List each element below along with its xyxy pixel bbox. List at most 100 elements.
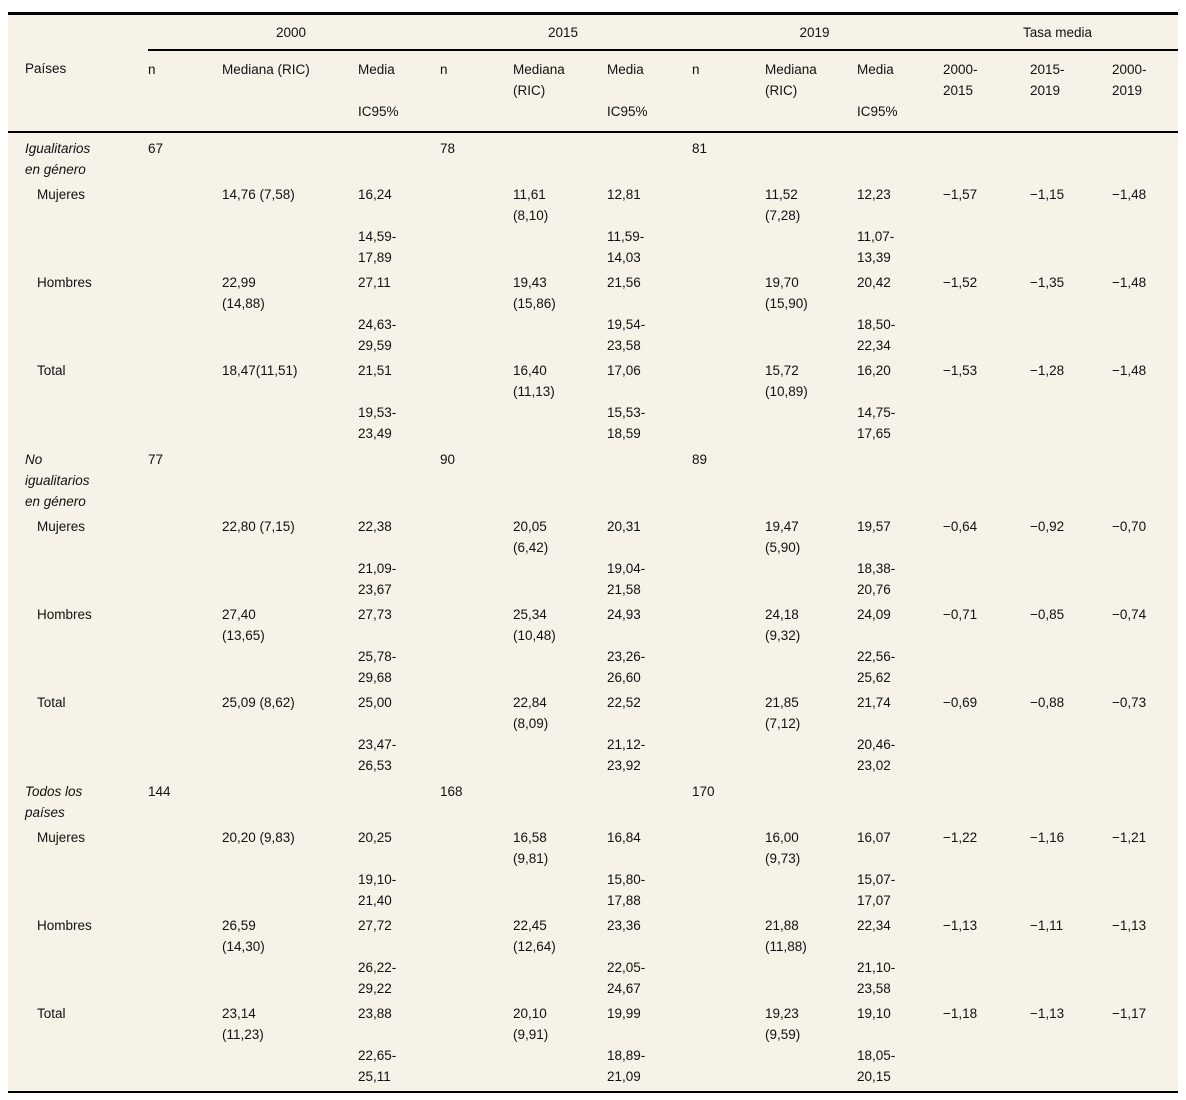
empty-cell	[513, 314, 607, 356]
empty-cell	[148, 101, 222, 133]
column-header: Mediana (RIC)	[765, 62, 817, 98]
value-cell: 21,85 (7,12)	[765, 695, 801, 731]
empty-cell	[148, 1045, 222, 1092]
value-cell: 16,84	[607, 830, 641, 845]
row-label: Mujeres	[37, 187, 86, 202]
column-header: 2000- 2019	[1112, 62, 1147, 98]
empty-cell	[513, 101, 607, 133]
main-row: Mujeres 14,76 (7,58) 16,24 11,61 (8,10) 12,8…	[8, 180, 1178, 226]
value-cell: 19,70 (15,90)	[765, 275, 808, 311]
ic95-header: IC95%	[857, 101, 943, 133]
column-header: n	[440, 62, 448, 77]
empty-cell	[440, 101, 513, 133]
value-cell: 23,26- 26,60	[607, 649, 646, 685]
ci-row: 14,59- 17,89 11,59- 14,03 11,07- 13,39	[8, 226, 1178, 268]
empty-cell	[692, 957, 765, 999]
empty-cell	[148, 180, 222, 226]
table-header: 2000 2015 2019 Tasa media Países n Mediana (RI…	[8, 13, 1178, 133]
value-cell: 21,09- 23,67	[358, 561, 397, 597]
empty-cell	[1112, 314, 1178, 356]
ci-row: 24,63- 29,59 19,54- 23,58 18,50- 22,34	[8, 314, 1178, 356]
column-header: n	[148, 62, 156, 77]
empty-cell	[607, 444, 692, 512]
year-group-header: 2015	[440, 13, 692, 51]
empty-cell	[440, 646, 513, 688]
empty-cell	[513, 132, 607, 180]
empty-cell	[1030, 734, 1112, 776]
empty-cell	[148, 957, 222, 999]
value-cell: 20,42	[857, 275, 891, 290]
value-cell: −1,17	[1112, 1006, 1147, 1021]
empty-cell	[943, 1045, 1030, 1092]
empty-cell	[692, 314, 765, 356]
empty-cell	[148, 688, 222, 734]
ic95-header-row: IC95% IC95% IC95%	[8, 101, 1178, 133]
empty-cell	[440, 558, 513, 600]
value-cell: −1,18	[943, 1006, 978, 1021]
value-cell: 20,46- 23,02	[857, 737, 896, 773]
value-cell: 23,14 (11,23)	[222, 1006, 264, 1042]
value-cell: −0,69	[943, 695, 978, 710]
empty-cell	[1030, 1045, 1112, 1092]
value-cell: 22,34	[857, 918, 891, 933]
value-cell: −1,57	[943, 187, 978, 202]
empty-cell	[943, 957, 1030, 999]
empty-cell	[440, 402, 513, 444]
empty-cell	[358, 132, 440, 180]
group-label: Igualitarios en género	[25, 141, 91, 177]
empty-cell	[692, 402, 765, 444]
value-cell: 11,52 (7,28)	[765, 187, 801, 223]
ci-row: 25,78- 29,68 23,26- 26,60 22,56- 25,62	[8, 646, 1178, 688]
column-header: 2015- 2019	[1030, 62, 1065, 98]
value-cell: 20,10 (9,91)	[513, 1006, 549, 1042]
empty-cell	[440, 823, 513, 869]
value-cell: 19,10	[857, 1006, 891, 1021]
value-cell: 20,31	[607, 519, 641, 534]
value-cell: 16,40 (11,13)	[513, 363, 555, 399]
empty-cell	[765, 646, 857, 688]
value-cell: 22,05- 24,67	[607, 960, 646, 996]
empty-cell	[1112, 869, 1178, 911]
value-cell: 90	[440, 452, 456, 467]
value-cell: 21,88 (11,88)	[765, 918, 807, 954]
empty-cell	[1112, 1045, 1178, 1092]
value-cell: 23,36	[607, 918, 641, 933]
value-cell: 22,65- 25,11	[358, 1048, 397, 1084]
empty-cell	[1030, 132, 1112, 180]
empty-cell	[513, 957, 607, 999]
empty-cell	[607, 132, 692, 180]
empty-cell	[1030, 776, 1112, 823]
empty-cell	[358, 776, 440, 823]
main-row: Total 18,47(11,51) 21,51 16,40 (11,13) 17,06…	[8, 356, 1178, 402]
value-cell: 20,05 (6,42)	[513, 519, 549, 555]
ci-row: 19,10- 21,40 15,80- 17,88 15,07- 17,07	[8, 869, 1178, 911]
statistics-table: 2000 2015 2019 Tasa media Países n Mediana (RI…	[8, 12, 1178, 1093]
empty-cell	[692, 646, 765, 688]
empty-cell	[440, 314, 513, 356]
empty-cell	[222, 132, 358, 180]
year-group-header: Tasa media	[943, 13, 1178, 51]
value-cell: −1,16	[1030, 830, 1065, 845]
empty-cell	[8, 1045, 148, 1092]
empty-cell	[222, 957, 358, 999]
value-cell: 20,20 (9,83)	[222, 830, 295, 845]
empty-cell	[765, 734, 857, 776]
main-row: Total 23,14 (11,23) 23,88 20,10 (9,91) 19,99…	[8, 999, 1178, 1045]
year-group-header: 2019	[692, 13, 943, 51]
row-label: Hombres	[37, 275, 92, 290]
empty-cell	[148, 402, 222, 444]
empty-cell	[943, 132, 1030, 180]
value-cell: 19,54- 23,58	[607, 317, 646, 353]
value-cell: 11,07- 13,39	[857, 229, 895, 265]
value-cell: 25,34 (10,48)	[513, 607, 556, 643]
value-cell: −1,13	[1030, 1006, 1065, 1021]
value-cell: 16,00 (9,73)	[765, 830, 801, 866]
value-cell: 17,06	[607, 363, 641, 378]
empty-cell	[8, 558, 148, 600]
empty-cell	[692, 869, 765, 911]
empty-cell	[1030, 869, 1112, 911]
empty-cell	[440, 268, 513, 314]
value-cell: −0,88	[1030, 695, 1065, 710]
empty-cell	[8, 869, 148, 911]
empty-cell	[222, 558, 358, 600]
